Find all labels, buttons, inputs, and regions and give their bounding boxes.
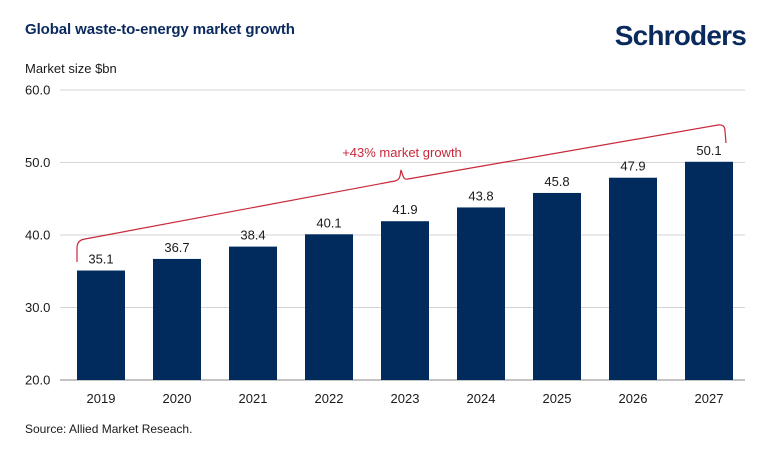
- x-tick-label: 2021: [239, 391, 268, 406]
- bar-value-label: 40.1: [316, 215, 341, 230]
- bar: [305, 234, 353, 380]
- bar-value-label: 38.4: [240, 228, 265, 243]
- source-note: Source: Allied Market Reseach.: [25, 422, 193, 436]
- bar: [533, 192, 581, 380]
- value-labels: 35.1 36.7 38.4 40.1 41.9 43.8 45.8 47.9 50.1: [88, 143, 721, 267]
- x-tick-label: 2027: [695, 391, 724, 406]
- x-tick-label: 2022: [315, 391, 344, 406]
- x-tick-label: 2024: [467, 391, 496, 406]
- x-tick-label: 2020: [163, 391, 192, 406]
- bar-value-label: 41.9: [392, 202, 417, 217]
- x-tick-label: 2023: [391, 391, 420, 406]
- x-tick-label: 2019: [87, 391, 116, 406]
- y-tick-label: 50.0: [25, 155, 50, 170]
- bar: [609, 177, 657, 380]
- schroders-logo: Schroders: [614, 20, 747, 51]
- bar: [229, 246, 277, 380]
- bar-value-label: 50.1: [696, 143, 721, 158]
- bar-value-label: 47.9: [620, 159, 645, 174]
- y-tick-label: 20.0: [25, 373, 50, 388]
- y-axis-label: Market size $bn: [25, 61, 117, 76]
- x-axis-ticks: 2019 2020 2021 2022 2023 2024 2025 2026 2027: [87, 391, 724, 406]
- bar-value-label: 45.8: [544, 174, 569, 189]
- y-tick-label: 30.0: [25, 300, 50, 315]
- bar: [77, 270, 125, 380]
- y-axis-ticks: 20.0 30.0 40.0 50.0 60.0: [25, 83, 50, 388]
- growth-annotation-label: +43% market growth: [342, 145, 462, 160]
- bar: [457, 207, 505, 380]
- x-tick-label: 2026: [619, 391, 648, 406]
- bar: [685, 161, 733, 380]
- x-tick-label: 2025: [543, 391, 572, 406]
- growth-bracket: [76, 124, 727, 262]
- bars: [77, 161, 733, 380]
- y-tick-label: 60.0: [25, 83, 50, 98]
- growth-annotation: +43% market growth: [76, 124, 727, 262]
- bar: [153, 258, 201, 380]
- chart-title: Global waste-to-energy market growth: [25, 21, 295, 38]
- bar: [381, 221, 429, 380]
- bar-value-label: 36.7: [164, 240, 189, 255]
- bar-value-label: 35.1: [88, 252, 113, 267]
- y-tick-label: 40.0: [25, 228, 50, 243]
- bar-value-label: 43.8: [468, 188, 493, 203]
